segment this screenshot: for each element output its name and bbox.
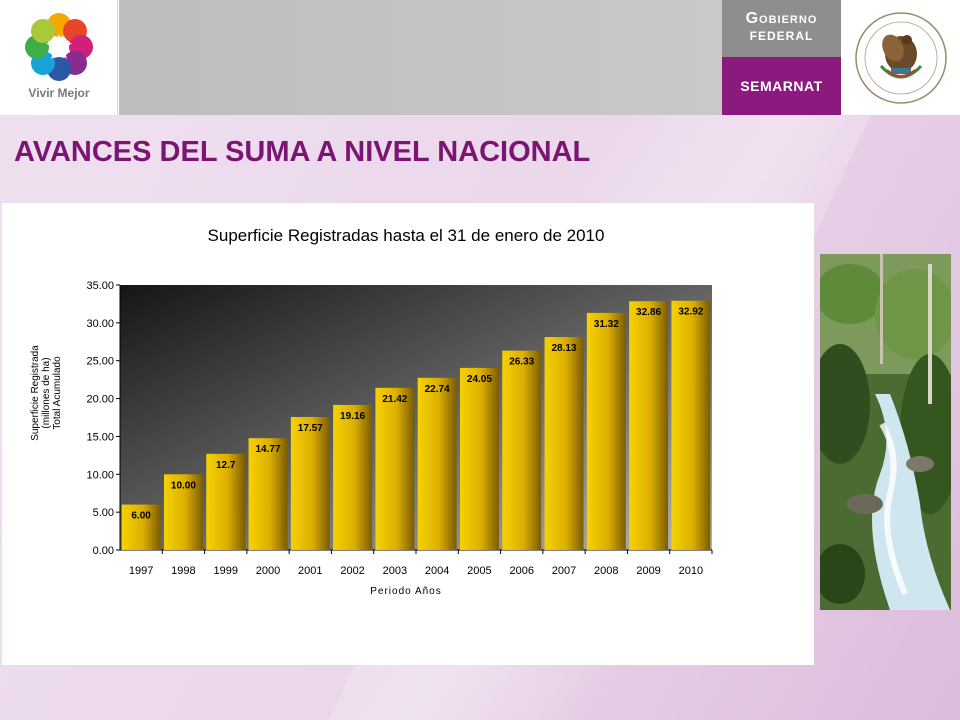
bar-value-label: 32.92: [678, 307, 703, 318]
x-tick-label: 1998: [171, 565, 195, 577]
y-tick-label: 20.00: [86, 394, 114, 406]
semarnat-box: SEMARNAT: [722, 57, 841, 115]
y-axis-label: Superficie Registrada (millones de ha) Tot…: [30, 345, 63, 441]
bar-value-label: 28.13: [551, 343, 576, 354]
x-tick-label: 1999: [213, 565, 237, 577]
y-ticks: 0.00 5.00 10.00 15.00 20.00 25.00 30.00 35.00: [86, 280, 120, 557]
x-tick-label: 2001: [298, 565, 322, 577]
header-band: [119, 0, 722, 115]
eagle-seal-icon: [855, 12, 947, 104]
bar-value-label: 17.57: [298, 423, 323, 434]
x-tick-label: 2007: [552, 565, 576, 577]
forest-stream-image: [820, 254, 951, 610]
gobierno-text: Gobierno: [745, 10, 818, 27]
x-tick-label: 2005: [467, 565, 491, 577]
bar: [375, 387, 415, 550]
federal-text: Federal: [749, 29, 814, 43]
x-tick-label: 2010: [679, 565, 703, 577]
bar-value-label: 24.05: [467, 374, 492, 385]
chart-panel: Superficie Registradas hasta el 31 de en…: [2, 203, 814, 665]
bar: [333, 404, 373, 550]
bar-chart: Superficie Registradas hasta el 31 de en…: [30, 226, 713, 597]
vivir-mejor-logo: Vivir Mejor: [0, 0, 118, 115]
bar: [544, 337, 584, 550]
bar: [163, 474, 203, 550]
y-tick-label: 30.00: [86, 318, 114, 330]
y-tick-label: 5.00: [93, 507, 114, 519]
header: Vivir Mejor Gobierno Federal SEMARNAT: [0, 0, 960, 115]
x-tick-label: 1997: [129, 565, 153, 577]
x-tick-label: 2009: [636, 565, 660, 577]
bar-value-label: 26.33: [509, 357, 534, 368]
bar-value-label: 22.74: [425, 384, 450, 395]
page-title: AVANCES DEL SUMA A NIVEL NACIONAL: [14, 136, 591, 168]
x-ticks: 1997 1998 1999 2000 2001 2002 2003 2004 2005 2006…: [129, 550, 713, 577]
y-tick-label: 35.00: [86, 280, 114, 292]
gobierno-federal-box: Gobierno Federal: [722, 0, 841, 57]
y-axis-label-line: Superficie Registrada: [30, 345, 41, 441]
y-axis-label-line: Total Acumulado: [52, 356, 63, 430]
bar: [502, 350, 542, 550]
y-tick-label: 25.00: [86, 356, 114, 368]
bar: [629, 301, 669, 550]
bar-value-label: 6.00: [131, 511, 151, 522]
bar-value-label: 31.32: [594, 319, 619, 330]
bar: [671, 300, 711, 550]
chart-title: Superficie Registradas hasta el 31 de en…: [208, 226, 605, 245]
x-tick-label: 2008: [594, 565, 618, 577]
bar-value-label: 14.77: [255, 444, 280, 455]
y-tick-label: 15.00: [86, 431, 114, 443]
bars: 6.00 10.00 12.7 14.77 17.57 19.16 21.42 22.74 24…: [121, 300, 711, 550]
forest-stream-photo: [820, 254, 951, 610]
bar: [248, 438, 288, 550]
national-seal: [841, 0, 960, 115]
bar-value-label: 10.00: [171, 480, 196, 491]
x-tick-label: 2003: [383, 565, 407, 577]
x-tick-label: 2000: [256, 565, 280, 577]
bar: [290, 416, 330, 550]
bar-value-label: 21.42: [382, 394, 407, 405]
logo-text: Vivir Mejor: [28, 86, 90, 100]
bar: [417, 377, 457, 550]
y-tick-label: 0.00: [93, 545, 114, 557]
x-tick-label: 2004: [425, 565, 449, 577]
y-tick-label: 10.00: [86, 469, 114, 481]
bar: [206, 453, 246, 550]
bar-value-label: 32.86: [636, 307, 661, 318]
bar: [121, 504, 161, 550]
y-axis-label-line: (millones de ha): [41, 357, 52, 428]
bar: [586, 312, 626, 550]
x-axis-label: Periodo Años: [370, 586, 442, 597]
flower-logo-icon: [25, 13, 93, 81]
x-tick-label: 2006: [509, 565, 533, 577]
bar-value-label: 12.7: [216, 460, 236, 471]
bar: [459, 367, 499, 550]
x-tick-label: 2002: [340, 565, 364, 577]
bar-value-label: 19.16: [340, 411, 365, 422]
